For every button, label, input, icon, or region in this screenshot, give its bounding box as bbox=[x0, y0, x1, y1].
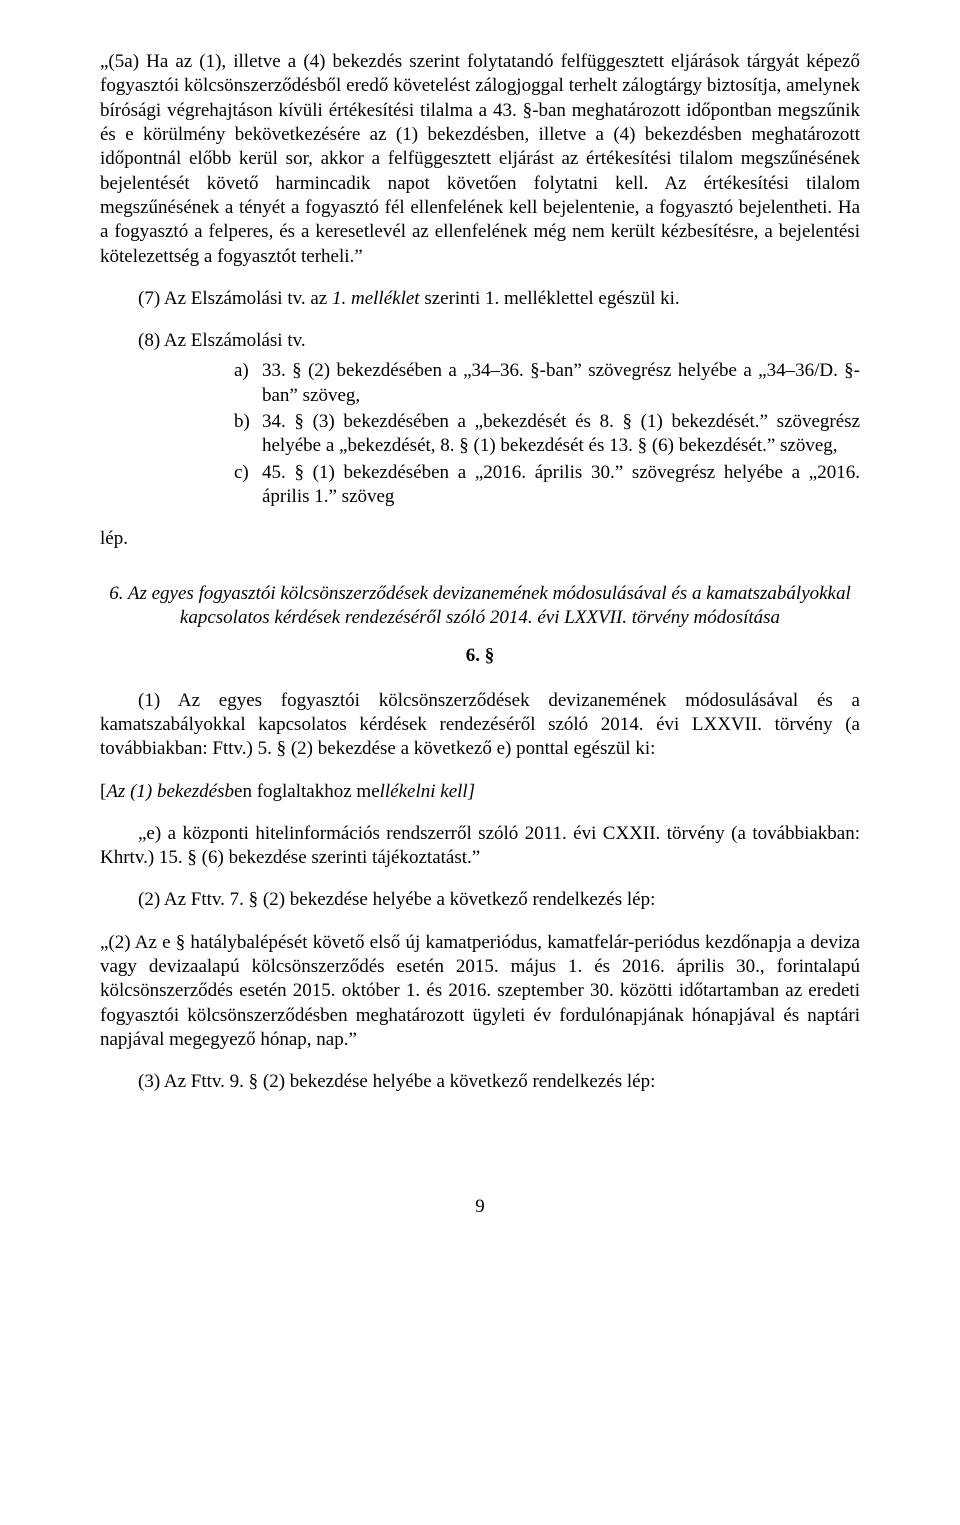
list-text-c: 45. § (1) bekezdésében a „2016. április … bbox=[262, 461, 860, 510]
bracket-mid: en foglaltakhoz me bbox=[234, 781, 380, 802]
paragraph-7: (7) Az Elszámolási tv. az 1. melléklet s… bbox=[100, 287, 860, 311]
list-label-b: b) bbox=[234, 410, 262, 459]
lep-text: lép. bbox=[100, 527, 860, 551]
page-number: 9 bbox=[100, 1195, 860, 1219]
paragraph-6-2: (2) Az Fttv. 7. § (2) bekezdése helyébe … bbox=[100, 888, 860, 912]
paragraph-6-3: (3) Az Fttv. 9. § (2) bekezdése helyébe … bbox=[100, 1070, 860, 1094]
section-title: 6. Az egyes fogyasztói kölcsönszerződése… bbox=[100, 582, 860, 631]
page: „(5a) Ha az (1), illetve a (4) bekezdés … bbox=[0, 0, 960, 1525]
list-label-a: a) bbox=[234, 359, 262, 408]
paragraph-8-intro: (8) Az Elszámolási tv. bbox=[100, 329, 860, 353]
list-item-c: c) 45. § (1) bekezdésében a „2016. ápril… bbox=[234, 461, 860, 510]
paragraph-e: „e) a központi hitelinformációs rendszer… bbox=[100, 822, 860, 871]
paragraph-bracket: [Az (1) bekezdésben foglaltakhoz melléke… bbox=[100, 780, 860, 804]
p7-prefix: (7) Az Elszámolási tv. az bbox=[138, 288, 332, 309]
list-item-a: a) 33. § (2) bekezdésében a „34–36. §-ba… bbox=[234, 359, 860, 408]
list-text-a: 33. § (2) bekezdésében a „34–36. §-ban” … bbox=[262, 359, 860, 408]
bracket-i2: llékelni kell] bbox=[380, 781, 475, 802]
list-label-c: c) bbox=[234, 461, 262, 510]
list-item-b: b) 34. § (3) bekezdésében a „bekezdését … bbox=[234, 410, 860, 459]
paragraph-quote-2: „(2) Az e § hatálybalépését követő első … bbox=[100, 931, 860, 1053]
section-number: 6. § bbox=[100, 644, 860, 668]
paragraph-5a: „(5a) Ha az (1), illetve a (4) bekezdés … bbox=[100, 50, 860, 269]
p7-suffix: szerinti 1. melléklettel egészül ki. bbox=[420, 288, 680, 309]
list-block: a) 33. § (2) bekezdésében a „34–36. §-ba… bbox=[100, 359, 860, 509]
list-text-b: 34. § (3) bekezdésében a „bekezdését és … bbox=[262, 410, 860, 459]
bracket-i1: Az (1) bekezdésb bbox=[106, 781, 234, 802]
paragraph-6-1: (1) Az egyes fogyasztói kölcsönszerződés… bbox=[100, 689, 860, 762]
p7-italic: 1. melléklet bbox=[332, 288, 420, 309]
